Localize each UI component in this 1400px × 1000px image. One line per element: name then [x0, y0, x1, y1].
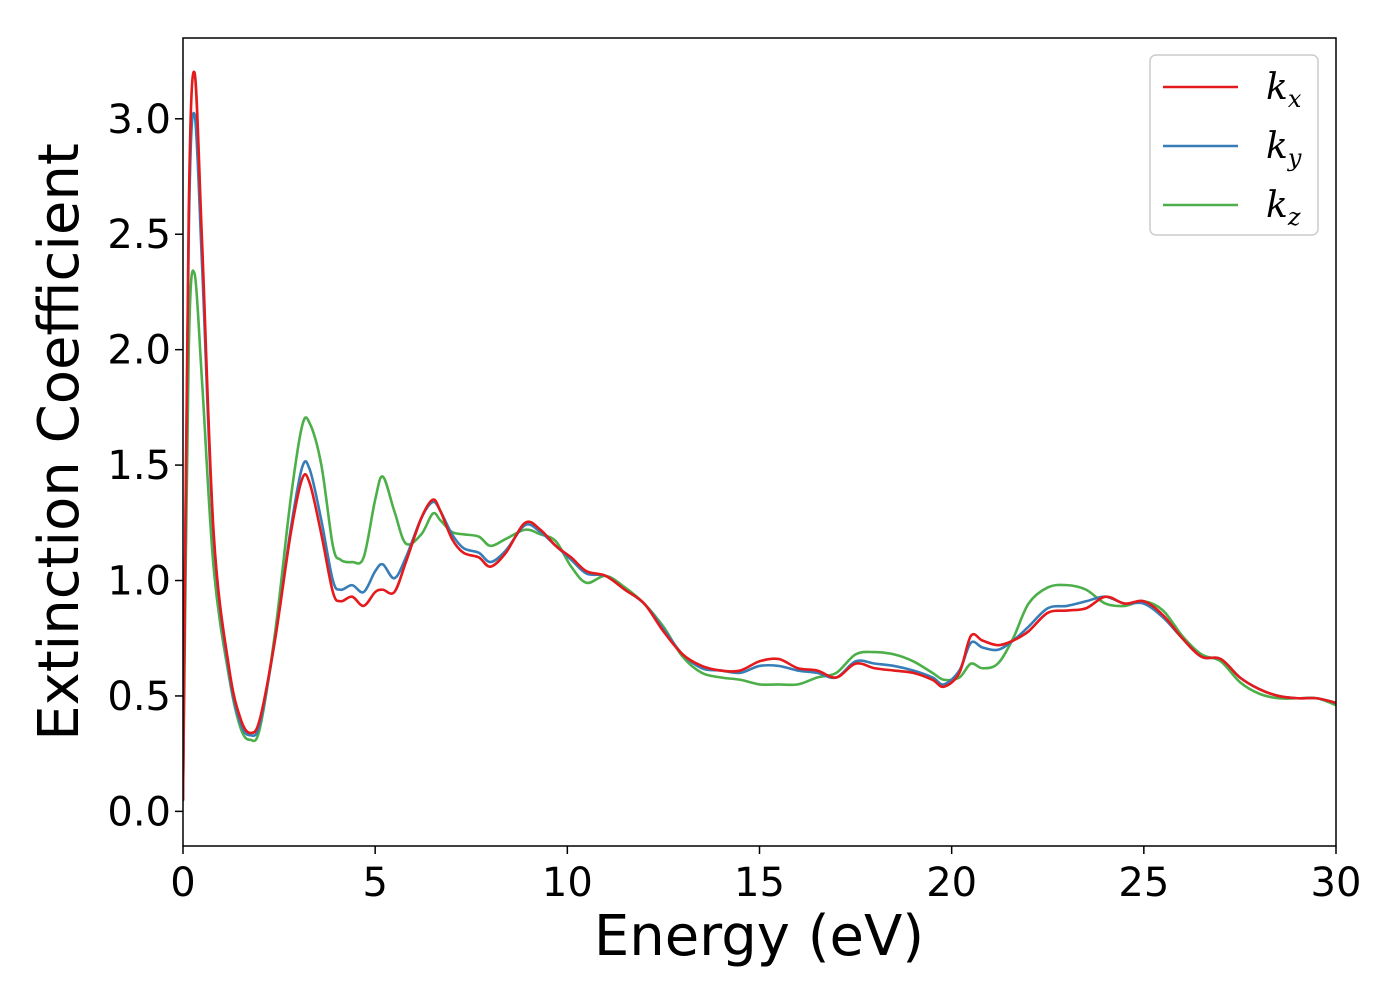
x-tick-label: 10 — [542, 860, 593, 906]
legend-label-base: k — [1266, 185, 1288, 226]
x-axis-label: Energy (eV) — [594, 904, 924, 969]
legend-label-subscript: x — [1288, 85, 1302, 113]
legend-label-subscript: z — [1287, 203, 1301, 231]
y-tick-label: 1.0 — [107, 559, 171, 605]
series-layer — [183, 70, 1336, 802]
x-tick-label: 5 — [362, 860, 387, 906]
y-tick-label: 0.0 — [107, 789, 171, 835]
legend-label-subscript: y — [1287, 144, 1302, 172]
legend-label-ky: ky — [1266, 126, 1302, 172]
y-tick-label: 0.5 — [107, 674, 171, 720]
series-line-kz — [183, 269, 1336, 802]
x-tick-label: 0 — [170, 860, 195, 906]
legend-label-kx: kx — [1266, 67, 1302, 113]
legend-label-kz: kz — [1266, 185, 1301, 231]
legend-label-base: k — [1266, 67, 1288, 108]
series-line-kx — [183, 70, 1336, 802]
y-axis-ticks: 0.0 0.5 1.0 1.5 2.0 2.5 3.0 — [107, 97, 183, 835]
x-tick-label: 25 — [1118, 860, 1169, 906]
x-tick-label: 15 — [734, 860, 785, 906]
x-axis-ticks: 0 5 10 15 20 25 30 — [170, 846, 1361, 906]
x-tick-label: 20 — [926, 860, 977, 906]
y-tick-label: 2.5 — [107, 212, 171, 258]
y-tick-label: 3.0 — [107, 97, 171, 143]
y-axis-label: Extinction Coefficient — [27, 143, 92, 741]
y-tick-label: 2.0 — [107, 328, 171, 374]
y-tick-label: 1.5 — [107, 443, 171, 489]
x-tick-label: 30 — [1311, 860, 1362, 906]
legend-label-base: k — [1266, 126, 1288, 167]
